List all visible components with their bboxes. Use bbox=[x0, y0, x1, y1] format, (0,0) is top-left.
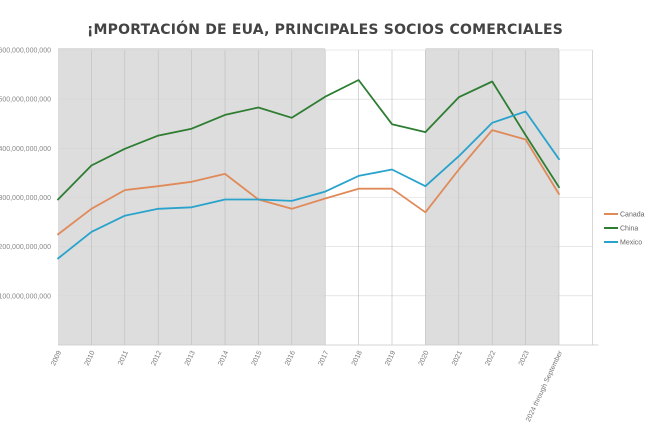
x-tick-label: 2022 bbox=[484, 350, 497, 367]
x-tick-label: 2018 bbox=[351, 350, 364, 367]
x-tick-label: 2016 bbox=[284, 350, 297, 367]
y-tick-label: 100,000,000,000 bbox=[0, 293, 51, 300]
series-line-mexico bbox=[57, 110, 560, 260]
x-tick-label: 2015 bbox=[251, 350, 264, 367]
series-line-canada bbox=[57, 129, 560, 236]
y-tick-label: 200,000,000,000 bbox=[0, 244, 51, 251]
y-tick-label: 400,000,000,000 bbox=[0, 146, 51, 153]
y-tick-label: 500,000,000,000 bbox=[0, 97, 51, 104]
x-tick-label: 2010 bbox=[84, 350, 97, 367]
x-tick-label: 2014 bbox=[217, 350, 230, 367]
y-tick-label: 300,000,000,000 bbox=[0, 195, 51, 202]
x-tick-label: 2009 bbox=[50, 350, 63, 367]
legend-label-mexico: Mexico bbox=[620, 240, 642, 247]
y-tick-label: 600,000,000,000 bbox=[0, 48, 51, 55]
x-tick-label: 2024 through September bbox=[525, 349, 564, 423]
x-tick-label: 2020 bbox=[418, 350, 431, 367]
x-tick-label: 2011 bbox=[117, 350, 130, 367]
x-tick-label: 2023 bbox=[518, 350, 531, 367]
chart-title: ¡MPORTACIÓN DE EUA, PRINCIPALES SOCIOS C… bbox=[86, 22, 564, 38]
x-tick-label: 2021 bbox=[451, 350, 464, 367]
x-tick-label: 2017 bbox=[317, 350, 330, 367]
legend-label-canada: Canada bbox=[620, 212, 645, 219]
series-line-china bbox=[57, 79, 560, 201]
x-tick-label: 2012 bbox=[150, 350, 163, 367]
x-tick-label: 2019 bbox=[384, 350, 397, 367]
x-tick-label: 2013 bbox=[184, 350, 197, 367]
legend-label-china: China bbox=[620, 226, 638, 233]
